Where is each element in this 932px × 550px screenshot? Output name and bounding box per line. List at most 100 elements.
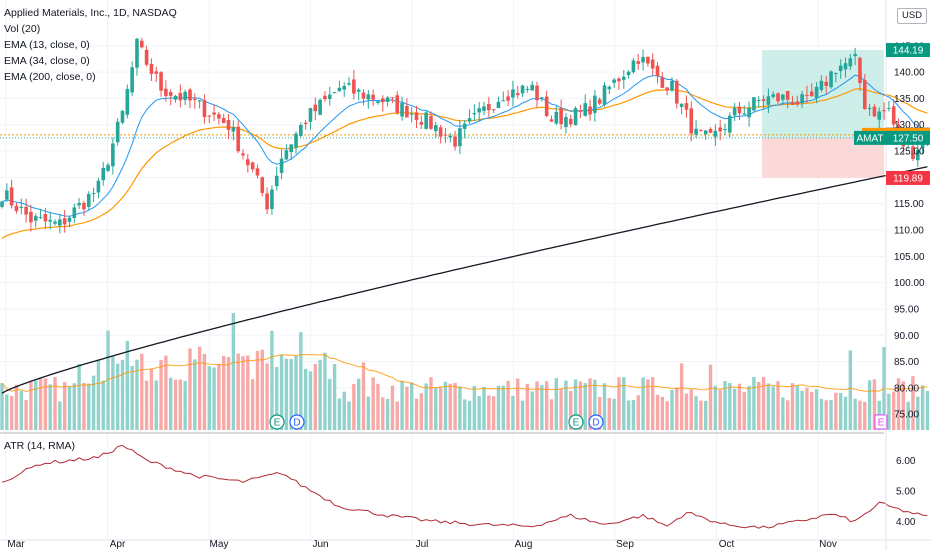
candle-body [255, 168, 260, 176]
ema200-line [1, 166, 928, 394]
candle-body [443, 134, 448, 136]
candle-body [564, 117, 568, 128]
candle-body [438, 127, 443, 137]
volume-bar [14, 384, 19, 430]
volume-bar [535, 381, 539, 430]
candle-body [19, 206, 24, 208]
candle-body [67, 217, 72, 222]
candle-body [125, 88, 130, 115]
candle-body [337, 87, 342, 92]
candle-body [824, 81, 829, 86]
volume-bar [275, 366, 279, 430]
volume-bar [395, 401, 399, 430]
volume-bar [622, 377, 626, 430]
candle-body [0, 201, 4, 207]
volume-bar [207, 366, 211, 430]
candle-body [482, 106, 486, 111]
volume-bar [265, 363, 269, 430]
volume-bar [785, 400, 790, 430]
volume-bar [858, 400, 862, 430]
volume-bar [771, 386, 775, 430]
volume-bar [308, 371, 313, 430]
candle-body [761, 99, 766, 101]
candle-body [540, 97, 544, 99]
candle-body [805, 94, 809, 96]
candle-body [853, 54, 857, 57]
volume-bar [732, 388, 737, 430]
candle-body [202, 100, 207, 118]
volume-bar [597, 397, 602, 430]
candle-body [703, 130, 708, 135]
event-e-marker: E [874, 414, 888, 430]
candle-body [756, 100, 761, 102]
volume-bar [144, 380, 149, 430]
volume-bar [197, 346, 202, 430]
candle-body [699, 129, 703, 131]
volume-bar [626, 400, 631, 430]
volume-bar [602, 383, 607, 430]
candle-body [207, 115, 212, 117]
volume-bar [424, 383, 428, 430]
candle-body [511, 89, 515, 98]
candle-body [48, 219, 52, 222]
event-e-marker: E [269, 414, 285, 430]
candle-body [226, 119, 231, 130]
volume-bar [390, 385, 395, 430]
candle-body [487, 104, 491, 111]
price-tick-label: 140.00 [894, 68, 925, 79]
volume-bar [467, 400, 472, 430]
volume-bar [38, 378, 43, 430]
volume-bar [679, 363, 684, 430]
volume-bar [487, 395, 491, 430]
volume-bar [250, 379, 255, 430]
candle-body [409, 113, 414, 115]
candle-body [728, 115, 732, 133]
candle-body [429, 116, 433, 129]
candle-body [77, 202, 81, 206]
volume-bar [544, 381, 549, 430]
price-badge: 144.19 [886, 43, 930, 58]
volume-bar [458, 386, 462, 430]
volume-bar [920, 385, 925, 430]
atr-pane [0, 432, 928, 529]
legend-ema200: EMA (200, close, 0) [4, 71, 96, 83]
volume-bar [212, 367, 216, 430]
candle-body [848, 58, 853, 67]
candle-body [144, 49, 149, 65]
volume-bar [651, 377, 655, 430]
volume-bar [790, 383, 795, 430]
candle-body [361, 92, 366, 99]
candle-body [626, 71, 631, 76]
candle-body [583, 103, 588, 116]
currency-button[interactable]: USD [897, 8, 927, 24]
time-tick-label: Mar [7, 539, 25, 550]
candle-body [120, 111, 125, 123]
volume-bar [607, 397, 612, 430]
volume-bar [24, 400, 28, 430]
candle-body [173, 95, 178, 100]
volume-bar [294, 355, 298, 430]
candle-body [636, 61, 641, 64]
event-circle [289, 414, 305, 430]
candle-body [332, 92, 337, 94]
candle-body [24, 206, 28, 215]
time-tick-label: Sep [616, 539, 634, 550]
candle-body [246, 159, 250, 166]
volume-bar [925, 390, 930, 430]
candle-body [578, 110, 583, 112]
candle-body [650, 59, 655, 69]
candle-body [58, 219, 62, 226]
atr-label: ATR (14, RMA) [4, 440, 75, 452]
candle-body [602, 85, 607, 105]
volume-bar [482, 386, 486, 430]
volume-bar [183, 380, 187, 430]
candle-body [376, 101, 380, 103]
volume-bar [48, 384, 52, 430]
candle-body [515, 93, 520, 96]
legend: Applied Materials, Inc., 1D, NASDAQ Vol … [4, 5, 177, 85]
candle-body [149, 63, 154, 74]
candle-body [400, 102, 404, 117]
volume-bar [361, 362, 366, 430]
volume-bar [824, 400, 828, 430]
